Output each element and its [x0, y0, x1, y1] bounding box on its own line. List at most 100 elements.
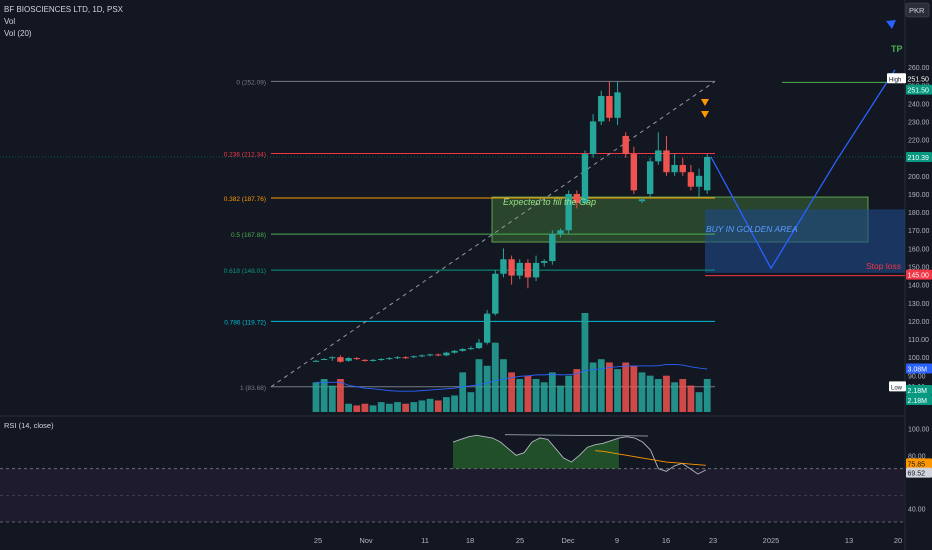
candle-body: [541, 261, 548, 263]
candle-body: [394, 357, 401, 359]
volume-bar: [654, 379, 662, 412]
rsi-title: RSI (14, close): [4, 421, 54, 430]
candle-body: [581, 154, 589, 204]
volume-bar: [589, 362, 597, 412]
candle-body: [565, 193, 572, 231]
volume-bar: [695, 392, 703, 412]
low-tag: Low: [891, 385, 903, 391]
candle-body: [679, 164, 686, 173]
price-tick-label: 160.00: [908, 246, 930, 253]
candle-body: [687, 172, 695, 187]
candle-body: [386, 358, 393, 360]
candle-body: [443, 352, 450, 356]
candle-body: [483, 313, 491, 343]
time-tick-label: 25: [314, 536, 322, 545]
price-tick-label: 150.00: [908, 265, 930, 272]
candle-body: [312, 360, 320, 362]
volume-bar: [671, 382, 678, 412]
fib-level-label: 0.618 (148.01): [224, 268, 266, 275]
volume-bar: [703, 379, 711, 412]
price-tick-label: 180.00: [908, 210, 930, 217]
rsi-ma-tag: 75.85: [908, 461, 926, 468]
high-tag: High: [889, 77, 901, 83]
rsi-tag-bg: [906, 467, 932, 478]
volume-bar: [410, 402, 418, 412]
fib-level-label: 0.382 (187.76): [224, 196, 266, 203]
candle-body: [402, 357, 409, 359]
rsi-ma-line: [595, 450, 706, 466]
time-tick-label: 9: [615, 536, 619, 545]
down-marker: [701, 111, 709, 118]
volume-bar: [597, 359, 605, 412]
current-price-label-bg: [906, 151, 932, 162]
currency-badge: PKR: [909, 6, 925, 15]
volume-bar: [337, 379, 344, 412]
volume-bar: [687, 385, 695, 412]
time-tick-label: 25: [516, 536, 524, 545]
candle-body: [532, 262, 540, 278]
candle-body: [589, 121, 597, 155]
price-tick-label: 170.00: [908, 228, 930, 235]
candle-body: [410, 356, 417, 358]
volume-bar: [606, 362, 613, 412]
candle-body: [655, 150, 662, 162]
volume-bar: [361, 403, 369, 412]
fib-level-label: 0.5 (167.88): [231, 232, 266, 239]
price-tick-label: 120.00: [908, 319, 930, 326]
volume-bar: [345, 403, 352, 412]
fib-trend-line: [270, 80, 716, 388]
stop-loss-annotation: Stop loss: [866, 261, 901, 271]
time-tick-label: Nov: [359, 536, 373, 545]
tp-price-label-bg: [906, 84, 932, 95]
vol-label-a-bg: [906, 385, 932, 395]
golden-zone: [705, 209, 905, 273]
time-tick-label: Dec: [561, 536, 575, 545]
vol-ma-label-bg: [906, 363, 932, 374]
projection-path: [710, 69, 896, 270]
chart-title: BF BIOSCIENCES LTD, 1D, PSX: [4, 5, 123, 14]
volume-bar: [663, 375, 670, 412]
price-tick-label: 240.00: [908, 101, 930, 108]
candle-body: [345, 358, 352, 361]
volume-bar: [573, 369, 581, 412]
high-tag-bg: [887, 73, 906, 84]
time-tick-label: 23: [709, 536, 717, 545]
candle-body: [500, 259, 507, 274]
candle-body: [573, 193, 580, 204]
candle-body: [508, 259, 515, 276]
volume-bar: [679, 379, 687, 412]
candle-body: [451, 350, 458, 353]
volume-bar: [426, 398, 434, 412]
time-tick-label: 13: [845, 536, 853, 545]
volume-bar: [385, 403, 393, 412]
high-price-label-bg: [906, 73, 932, 84]
rsi-divergence-line: [504, 434, 649, 437]
volume-bar: [581, 313, 589, 412]
vol-label-b-bg: [906, 395, 932, 405]
candle-body: [426, 354, 434, 356]
price-tick-label: 260.00: [908, 65, 930, 72]
price-tick-label: 200.00: [908, 174, 930, 181]
volume-bar: [630, 365, 638, 412]
candle-body: [663, 150, 670, 173]
volume-bar: [516, 379, 524, 412]
golden-annotation: BUY IN GOLDEN AREA: [706, 224, 798, 234]
volume-bar: [491, 342, 499, 412]
volume-bar: [394, 402, 401, 412]
candle-body: [459, 349, 466, 351]
volume-bar: [548, 372, 556, 412]
volume-bar: [443, 397, 450, 412]
time-tick-label: 18: [466, 536, 474, 545]
volume-bar: [418, 400, 426, 412]
volume-bar: [483, 365, 491, 412]
rsi-overbought-fill: [453, 435, 619, 469]
candle-body: [329, 357, 336, 359]
price-tick-label: 90.00: [908, 373, 926, 380]
volume-bar: [312, 382, 320, 412]
price-tick-label: 110.00: [908, 337, 929, 344]
price-tick-label: 190.00: [908, 192, 930, 199]
down-marker: [701, 99, 709, 106]
candle-body: [622, 135, 629, 155]
vol-label: Vol: [4, 17, 16, 26]
